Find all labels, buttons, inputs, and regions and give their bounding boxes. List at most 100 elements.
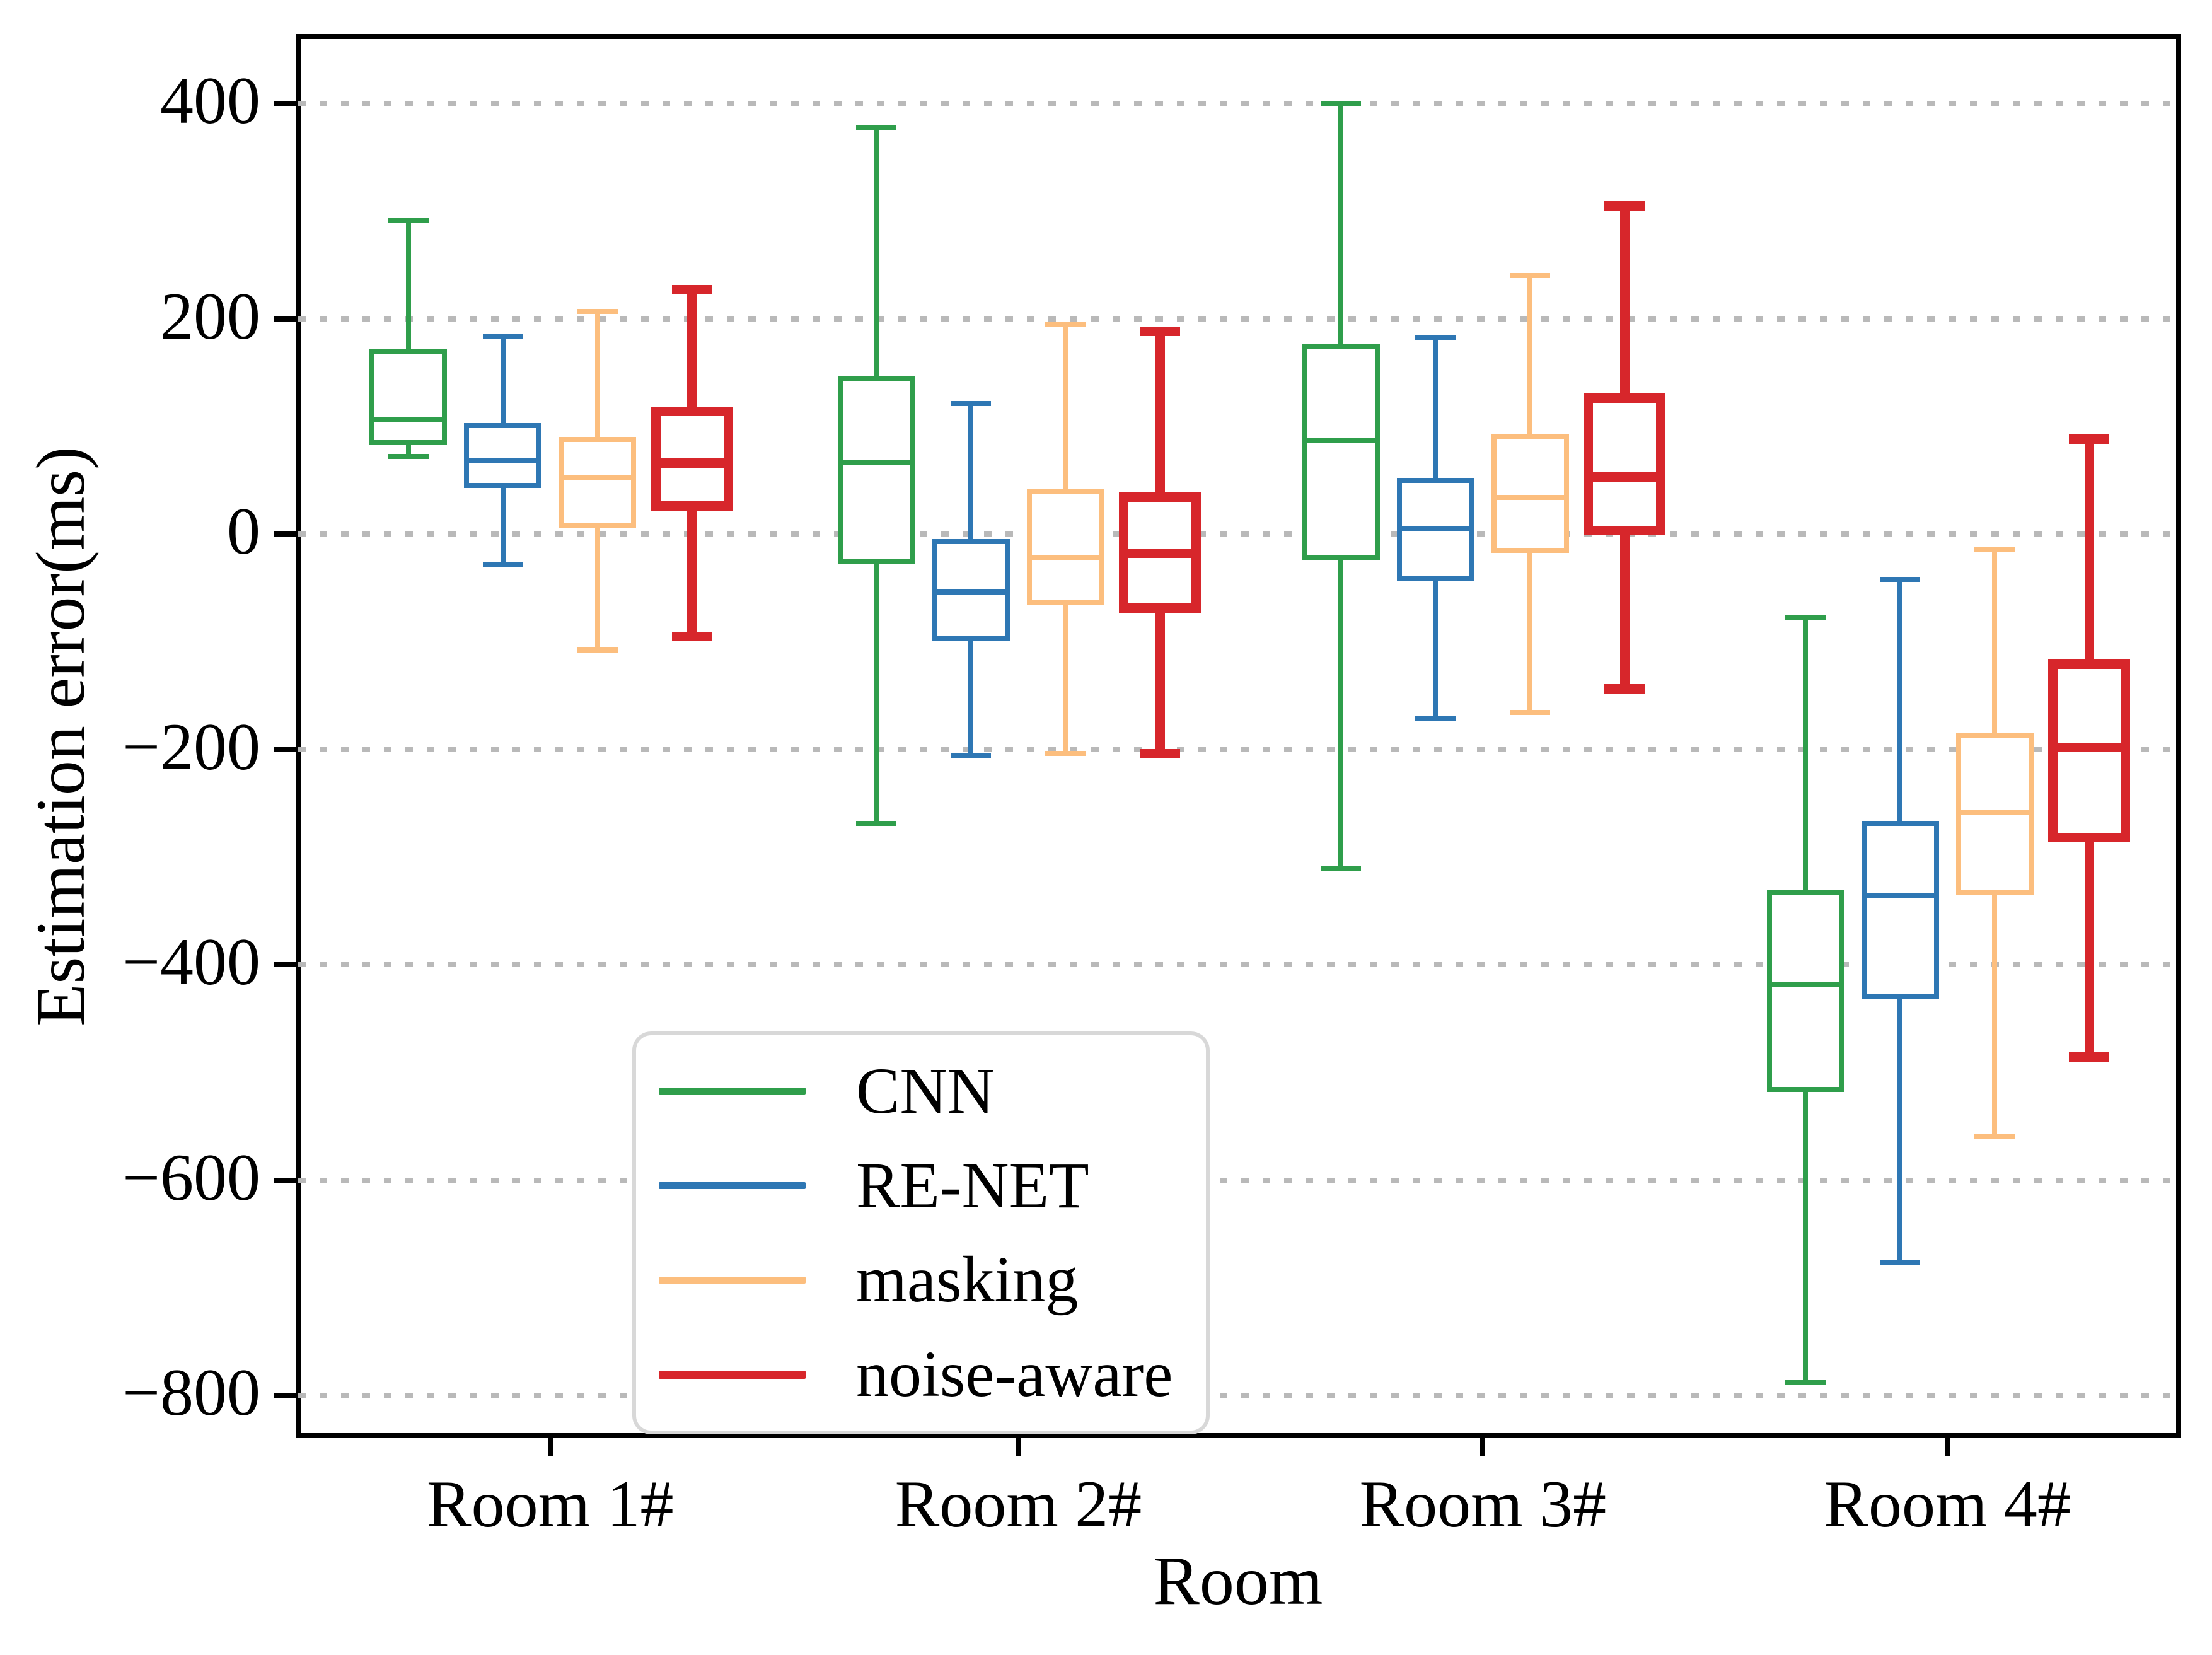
y-tick-200 xyxy=(274,316,296,322)
box-re-net-room-1-cap-high xyxy=(482,333,523,339)
box-noise-aware-room-2-median xyxy=(1128,549,1192,559)
box-noise-aware-room-3-cap-low xyxy=(1604,684,1645,694)
y-tick--800 xyxy=(274,1393,296,1398)
legend-label: noise-aware xyxy=(856,1338,1173,1411)
x-tick-2 xyxy=(1016,1438,1021,1456)
y-tick--400 xyxy=(274,962,296,967)
box-re-net-room-1 xyxy=(464,422,542,489)
y-tick-label--800: −800 xyxy=(122,1355,260,1429)
box-cnn-room-3-median xyxy=(1307,438,1375,443)
box-re-net-room-2-cap-low xyxy=(951,753,992,758)
box-cnn-room-4-median xyxy=(1771,982,1839,988)
y-tick-label--200: −200 xyxy=(122,709,260,784)
box-masking-room-3 xyxy=(1491,434,1569,553)
y-tick-label-200: 200 xyxy=(160,279,260,353)
gridline-200 xyxy=(298,316,2179,322)
box-cnn-room-1-cap-high xyxy=(388,218,429,224)
gridline--800 xyxy=(298,1393,2179,1398)
box-masking-room-2 xyxy=(1026,488,1104,606)
noise-aware-line-swatch xyxy=(659,1370,806,1379)
box-masking-room-3-median xyxy=(1496,494,1564,500)
legend-item-cnn: CNN xyxy=(636,1054,1206,1127)
box-re-net-room-2-cap-high xyxy=(951,401,992,407)
y-tick-0 xyxy=(274,531,296,537)
cnn-line-swatch xyxy=(659,1088,806,1095)
x-tick-label-1: Room 1# xyxy=(426,1467,674,1541)
re-net-line-swatch xyxy=(659,1182,806,1190)
x-tick-label-2: Room 2# xyxy=(895,1467,1142,1541)
box-noise-aware-room-1-median xyxy=(660,458,724,468)
legend-label: masking xyxy=(856,1243,1079,1316)
box-re-net-room-1-median xyxy=(469,458,537,463)
box-re-net-room-4-cap-low xyxy=(1880,1260,1921,1265)
box-cnn-room-4 xyxy=(1766,890,1844,1093)
gridline--600 xyxy=(298,1177,2179,1183)
gridline--200 xyxy=(298,746,2179,752)
box-cnn-room-2-median xyxy=(842,459,910,465)
x-axis-label: Room xyxy=(1153,1542,1323,1619)
box-noise-aware-room-3-cap-high xyxy=(1604,200,1645,211)
box-re-net-room-4-cap-high xyxy=(1880,576,1921,582)
y-tick--200 xyxy=(274,746,296,752)
box-cnn-room-3-cap-high xyxy=(1321,101,1362,106)
gridline-0 xyxy=(298,531,2179,537)
box-re-net-room-2-median xyxy=(937,589,1005,595)
box-re-net-room-1-cap-low xyxy=(482,561,523,567)
box-cnn-room-3 xyxy=(1302,344,1380,560)
box-cnn-room-4-cap-low xyxy=(1785,1379,1826,1385)
y-tick-label--600: −600 xyxy=(122,1140,260,1214)
x-tick-label-4: Room 4# xyxy=(1824,1467,2071,1541)
x-tick-3 xyxy=(1480,1438,1486,1456)
box-re-net-room-3-median xyxy=(1401,526,1469,531)
box-masking-room-4-cap-low xyxy=(1974,1134,2015,1140)
box-masking-room-4-median xyxy=(1960,810,2029,816)
box-noise-aware-room-4-cap-high xyxy=(2069,434,2110,444)
box-noise-aware-room-4-cap-low xyxy=(2069,1052,2110,1062)
box-noise-aware-room-3-median xyxy=(1593,472,1657,482)
box-masking-room-4-cap-high xyxy=(1974,546,2015,552)
box-cnn-room-1-whisker xyxy=(405,221,411,457)
box-cnn-room-3-cap-low xyxy=(1321,866,1362,872)
y-tick-label-0: 0 xyxy=(227,494,260,568)
box-re-net-room-3-cap-low xyxy=(1415,715,1456,721)
legend-item-masking: masking xyxy=(636,1247,1206,1313)
box-masking-room-2-median xyxy=(1031,555,1099,560)
y-tick--600 xyxy=(274,1177,296,1183)
y-tick-label--400: −400 xyxy=(122,924,260,999)
box-masking-room-1-cap-low xyxy=(577,647,618,653)
box-cnn-room-1-median xyxy=(374,417,443,422)
y-tick-400 xyxy=(274,101,296,106)
box-cnn-room-1-cap-low xyxy=(388,454,429,460)
legend-item-re-net: RE-NET xyxy=(636,1153,1206,1219)
box-noise-aware-room-3 xyxy=(1584,393,1666,536)
box-cnn-room-2-cap-high xyxy=(856,124,897,130)
box-cnn-room-2 xyxy=(837,376,915,564)
box-noise-aware-room-1-cap-low xyxy=(671,631,712,641)
box-masking-room-2-cap-high xyxy=(1045,322,1086,327)
box-noise-aware-room-1-cap-high xyxy=(671,284,712,294)
masking-line-swatch xyxy=(659,1276,806,1284)
box-masking-room-1-cap-high xyxy=(577,308,618,314)
box-re-net-room-3-cap-high xyxy=(1415,334,1456,340)
box-re-net-room-4 xyxy=(1861,821,1939,1000)
box-cnn-room-2-cap-low xyxy=(856,821,897,827)
box-masking-room-3-cap-high xyxy=(1510,273,1551,279)
legend: CNN RE-NET masking noise-aware xyxy=(632,1031,1210,1434)
box-masking-room-2-cap-low xyxy=(1045,751,1086,757)
x-tick-4 xyxy=(1945,1438,1950,1456)
x-tick-label-3: Room 3# xyxy=(1359,1467,1607,1541)
box-cnn-room-1 xyxy=(369,349,448,445)
box-cnn-room-4-cap-high xyxy=(1785,615,1826,621)
legend-label: CNN xyxy=(856,1054,995,1127)
gridline--400 xyxy=(298,962,2179,967)
box-re-net-room-4-median xyxy=(1866,893,1934,898)
box-masking-room-1-median xyxy=(564,475,632,481)
legend-label: RE-NET xyxy=(856,1149,1089,1222)
box-masking-room-1 xyxy=(559,436,637,528)
x-tick-1 xyxy=(547,1438,553,1456)
gridline-400 xyxy=(298,101,2179,106)
box-masking-room-3-cap-low xyxy=(1510,710,1551,716)
box-noise-aware-room-4-median xyxy=(2058,742,2121,752)
box-noise-aware-room-2-cap-low xyxy=(1140,748,1181,758)
